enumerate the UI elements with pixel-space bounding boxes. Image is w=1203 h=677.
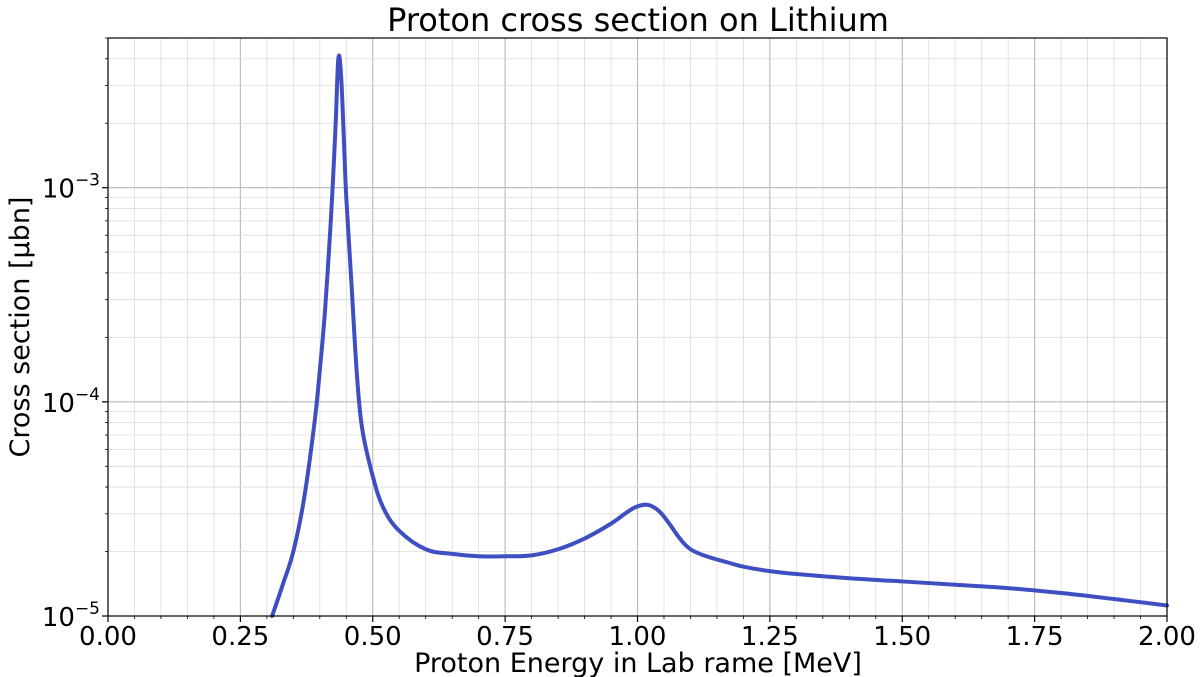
x-tick-label: 1.75 [1006,622,1064,652]
cross-section-line [270,53,1169,618]
grid [107,37,1168,617]
y-tick-label: 10−4 [42,385,100,419]
y-axis-label: Cross section [μbn] [5,197,36,458]
x-tick-label: 1.50 [873,622,931,652]
x-tick-label: 1.00 [609,622,667,652]
x-axis-label: Proton Energy in Lab rame [MeV] [414,648,862,677]
y-tick-label: 10−5 [42,599,100,633]
x-tick-label: 0.00 [79,622,137,652]
chart-title: Proton cross section on Lithium [387,1,889,39]
data-line-group [270,53,1169,618]
x-tick-label: 0.50 [344,622,402,652]
x-tick-label: 0.75 [476,622,534,652]
y-axis-ticks: 10−5 10−4 10−3 [42,37,108,633]
x-tick-label: 2.00 [1138,622,1196,652]
x-tick-label: 0.25 [211,622,269,652]
x-axis-ticks: 0.00 0.25 0.50 0.75 1.00 1.25 1.50 1.75 2.00 [79,616,1196,652]
y-tick-label: 10−3 [42,171,100,205]
x-tick-label: 1.25 [741,622,799,652]
